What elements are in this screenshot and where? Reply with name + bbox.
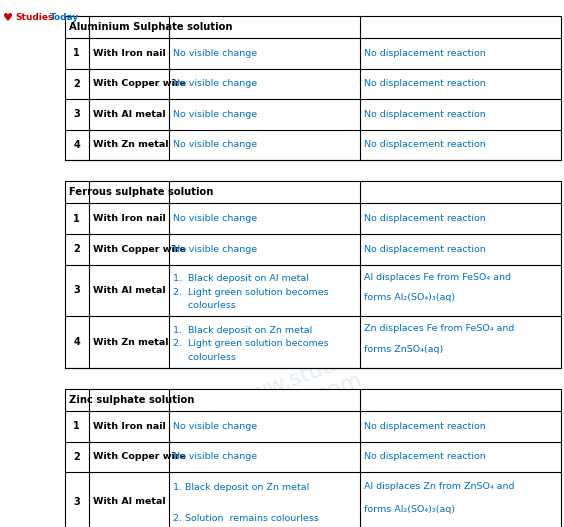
- Text: ♥: ♥: [3, 13, 13, 23]
- Text: With Copper wire: With Copper wire: [92, 245, 186, 254]
- Text: With Copper wire: With Copper wire: [92, 452, 186, 462]
- Text: forms Al₂(SO₄)₃(aq): forms Al₂(SO₄)₃(aq): [364, 294, 455, 302]
- Text: forms Al₂(SO₄)₃(aq): forms Al₂(SO₄)₃(aq): [364, 505, 455, 514]
- Text: 2.  Light green solution becomes: 2. Light green solution becomes: [173, 339, 329, 348]
- Text: With Copper wire: With Copper wire: [92, 79, 186, 89]
- Text: 1: 1: [73, 214, 80, 223]
- Text: colourless: colourless: [173, 353, 236, 362]
- Text: No visible change: No visible change: [173, 110, 257, 119]
- Text: With Al metal: With Al metal: [92, 286, 165, 295]
- Bar: [65, 16, 561, 160]
- Text: 2: 2: [73, 79, 80, 89]
- Text: No visible change: No visible change: [173, 48, 257, 58]
- Text: 3: 3: [73, 286, 80, 295]
- Text: With Iron nail: With Iron nail: [92, 422, 165, 431]
- Text: Studies: Studies: [15, 13, 54, 22]
- Text: Zinc sulphate solution: Zinc sulphate solution: [69, 395, 195, 405]
- Text: No displacement reaction: No displacement reaction: [364, 452, 486, 462]
- Text: No displacement reaction: No displacement reaction: [364, 110, 486, 119]
- Text: With Al metal: With Al metal: [92, 110, 165, 119]
- Text: No visible change: No visible change: [173, 452, 257, 462]
- Text: 1: 1: [73, 422, 80, 431]
- Text: colourless: colourless: [173, 301, 236, 310]
- Text: No displacement reaction: No displacement reaction: [364, 140, 486, 150]
- Text: No visible change: No visible change: [173, 245, 257, 254]
- Text: No displacement reaction: No displacement reaction: [364, 48, 486, 58]
- Text: 2. Solution  remains colourless: 2. Solution remains colourless: [173, 514, 319, 523]
- Text: No displacement reaction: No displacement reaction: [364, 422, 486, 431]
- Text: Zn displaces Fe from FeSO₄ and: Zn displaces Fe from FeSO₄ and: [364, 325, 514, 334]
- Text: No displacement reaction: No displacement reaction: [364, 79, 486, 89]
- Text: 2: 2: [73, 245, 80, 254]
- Text: Al displaces Fe from FeSO₄ and: Al displaces Fe from FeSO₄ and: [364, 273, 511, 282]
- Text: No visible change: No visible change: [173, 79, 257, 89]
- Text: www.studiestoda
y.com: www.studiestoda y.com: [231, 327, 424, 432]
- Text: forms ZnSO₄(aq): forms ZnSO₄(aq): [364, 345, 443, 354]
- Text: 3: 3: [73, 497, 80, 506]
- Text: With Zn metal: With Zn metal: [92, 140, 168, 150]
- Text: Al displaces Zn from ZnSO₄ and: Al displaces Zn from ZnSO₄ and: [364, 482, 514, 491]
- Text: 4: 4: [73, 140, 80, 150]
- Bar: [65, 181, 561, 368]
- Bar: [65, 389, 561, 527]
- Text: No visible change: No visible change: [173, 422, 257, 431]
- Text: With Iron nail: With Iron nail: [92, 214, 165, 223]
- Text: No visible change: No visible change: [173, 214, 257, 223]
- Text: 1.  Black deposit on Zn metal: 1. Black deposit on Zn metal: [173, 326, 312, 335]
- Text: 4: 4: [73, 337, 80, 347]
- Text: 3: 3: [73, 110, 80, 119]
- Text: Ferrous sulphate solution: Ferrous sulphate solution: [69, 188, 214, 197]
- Text: With Zn metal: With Zn metal: [92, 337, 168, 347]
- Text: No displacement reaction: No displacement reaction: [364, 214, 486, 223]
- Text: No visible change: No visible change: [173, 140, 257, 150]
- Text: 2: 2: [73, 452, 80, 462]
- Text: With Iron nail: With Iron nail: [92, 48, 165, 58]
- Text: Aluminium Sulphate solution: Aluminium Sulphate solution: [69, 22, 233, 32]
- Text: 1.  Black deposit on Al metal: 1. Black deposit on Al metal: [173, 274, 309, 283]
- Text: No displacement reaction: No displacement reaction: [364, 245, 486, 254]
- Text: 1. Black deposit on Zn metal: 1. Black deposit on Zn metal: [173, 483, 309, 492]
- Text: Today: Today: [50, 13, 80, 22]
- Text: 1: 1: [73, 48, 80, 58]
- Text: With Al metal: With Al metal: [92, 497, 165, 506]
- Text: 2.  Light green solution becomes: 2. Light green solution becomes: [173, 288, 329, 297]
